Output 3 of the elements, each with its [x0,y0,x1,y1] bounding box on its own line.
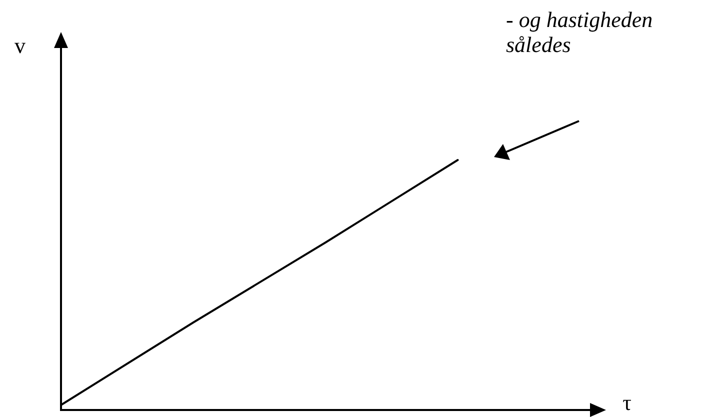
y-axis-title: v [14,33,26,58]
text: - og hastigheden således [506,7,653,57]
x-axis-title: τ [622,390,632,415]
